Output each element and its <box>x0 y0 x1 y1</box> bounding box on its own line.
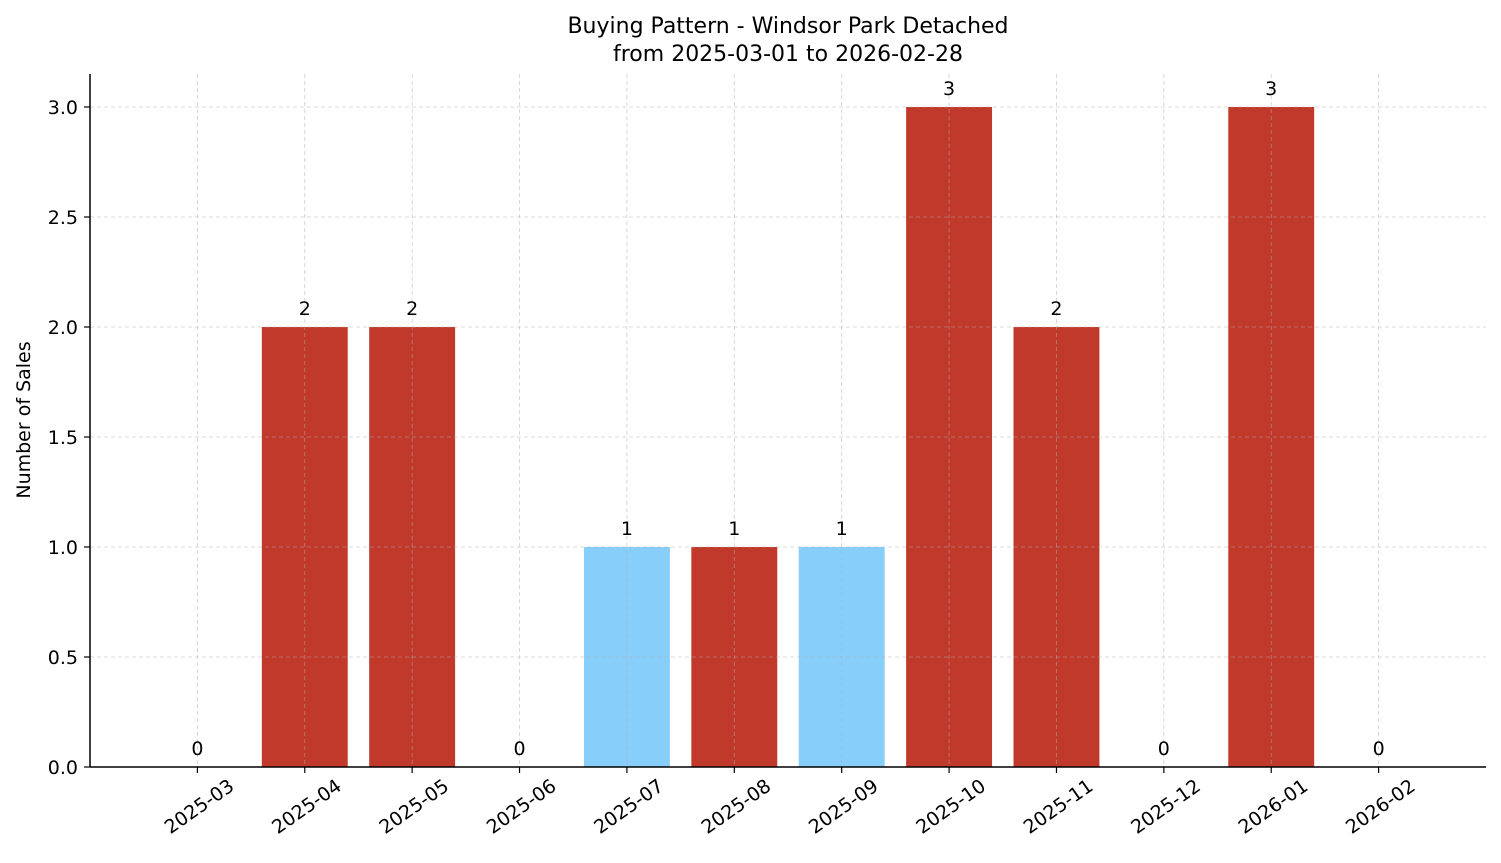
y-tick-label: 2.0 <box>48 317 78 339</box>
y-tick-label: 1.0 <box>48 537 78 559</box>
data-label-2025-11: 2 <box>1050 298 1062 320</box>
data-label-2025-04: 2 <box>299 298 311 320</box>
x-tick-label: 2025-11 <box>1020 775 1098 839</box>
y-axis-label: Number of Sales <box>13 341 35 498</box>
x-tick-label: 2025-05 <box>375 775 453 839</box>
y-tick-label: 2.5 <box>48 207 78 229</box>
chart-subtitle: from 2025-03-01 to 2026-02-28 <box>613 42 963 67</box>
data-label-2025-10: 3 <box>943 78 955 100</box>
chart-title: Buying Pattern - Windsor Park Detached <box>567 14 1008 39</box>
y-tick-label: 1.5 <box>48 427 78 449</box>
data-label-2025-03: 0 <box>191 738 203 760</box>
data-label-2026-02: 0 <box>1373 738 1385 760</box>
data-label-2025-08: 1 <box>728 518 740 540</box>
data-label-2026-01: 3 <box>1265 78 1277 100</box>
x-tick-label: 2026-02 <box>1342 775 1420 839</box>
data-label-2025-06: 0 <box>513 738 525 760</box>
y-tick-label: 0.0 <box>48 757 78 779</box>
x-tick-label: 2025-07 <box>590 775 668 839</box>
data-label-2025-05: 2 <box>406 298 418 320</box>
x-tick-label: 2025-03 <box>161 775 239 839</box>
y-tick-label: 3.0 <box>48 97 78 119</box>
data-label-2025-09: 1 <box>836 518 848 540</box>
x-tick-label: 2025-06 <box>483 775 561 839</box>
x-tick-label: 2026-01 <box>1234 775 1312 839</box>
x-tick-label: 2025-04 <box>268 775 346 839</box>
y-tick-label: 0.5 <box>48 647 78 669</box>
data-label-2025-12: 0 <box>1158 738 1170 760</box>
x-tick-label: 2025-09 <box>805 775 883 839</box>
x-tick-label: 2025-08 <box>698 775 776 839</box>
x-tick-label: 2025-10 <box>912 775 990 839</box>
data-label-2025-07: 1 <box>621 518 633 540</box>
x-tick-label: 2025-12 <box>1127 775 1205 839</box>
